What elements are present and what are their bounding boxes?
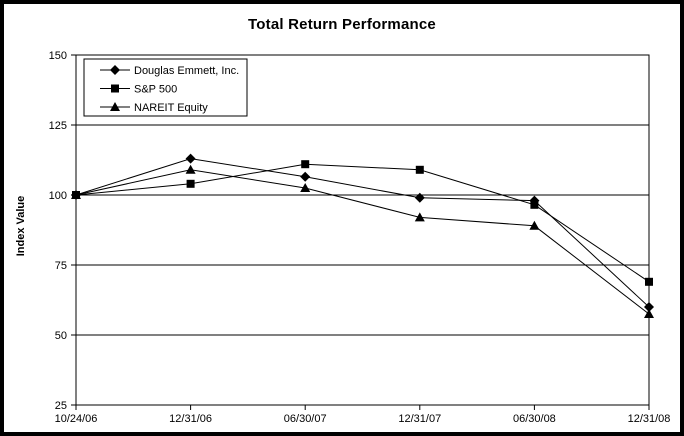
- series-point-marker: [530, 200, 539, 209]
- y-tick-label: 25: [55, 400, 67, 412]
- x-tick-label: 12/31/08: [628, 413, 671, 425]
- series-line: [75, 163, 650, 283]
- series-point-marker: [415, 165, 424, 174]
- y-tick-label: 150: [49, 50, 67, 62]
- series-point-marker: [645, 277, 653, 286]
- legend-label: Douglas Emmett, Inc.: [134, 65, 239, 77]
- x-tick-label: 12/31/07: [398, 413, 441, 425]
- legend-label: NAREIT Equity: [134, 102, 208, 114]
- legend-swatch-marker: [111, 84, 119, 93]
- legend-label: S&P 500: [134, 84, 177, 96]
- plot-border: [75, 54, 650, 406]
- series-point-marker: [186, 179, 195, 188]
- legend-swatch-marker: [110, 102, 120, 111]
- series-point-marker: [71, 190, 81, 199]
- series-line: [75, 158, 650, 308]
- y-tick-label: 100: [49, 190, 67, 202]
- series-point-marker: [644, 302, 654, 312]
- series-line: [75, 169, 650, 315]
- series-point-marker: [644, 309, 654, 318]
- series-point-marker: [529, 220, 540, 230]
- series-point-marker: [301, 160, 310, 169]
- y-tick-label: 125: [49, 120, 67, 132]
- x-tick-label: 10/24/06: [55, 413, 98, 425]
- series-point-marker: [300, 171, 311, 182]
- series-point-marker: [414, 212, 425, 222]
- y-tick-label: 50: [55, 330, 67, 342]
- x-tick-label: 12/31/06: [169, 413, 212, 425]
- chart-title: Total Return Performance: [248, 16, 436, 33]
- series-point-marker: [414, 192, 425, 203]
- series-point-marker: [185, 153, 196, 164]
- x-tick-label: 06/30/08: [513, 413, 556, 425]
- y-axis-label: Index Value: [15, 195, 27, 257]
- x-tick-label: 06/30/07: [284, 413, 327, 425]
- series-point-marker: [300, 183, 311, 192]
- legend-swatch-marker: [110, 65, 120, 75]
- y-tick-label: 75: [55, 260, 67, 272]
- series-point-marker: [185, 164, 196, 174]
